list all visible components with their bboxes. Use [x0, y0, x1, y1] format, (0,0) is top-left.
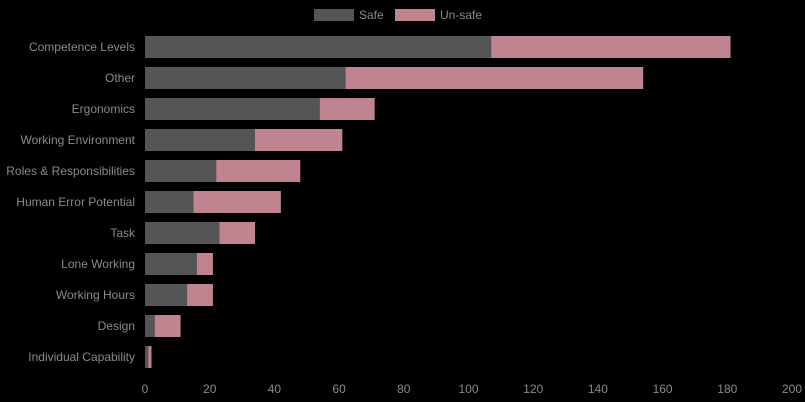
bar-unsafe-4[interactable] — [216, 160, 301, 182]
chart-legend: Safe Un-safe — [314, 8, 482, 22]
category-label: Design — [98, 319, 135, 333]
x-tick-label: 40 — [268, 382, 282, 396]
bar-unsafe-5[interactable] — [193, 191, 281, 213]
x-tick-label: 100 — [458, 382, 478, 396]
category-label: Competence Levels — [29, 40, 135, 54]
legend-label-unsafe[interactable]: Un-safe — [440, 8, 482, 22]
bar-unsafe-2[interactable] — [319, 98, 375, 120]
category-label: Task — [110, 226, 136, 240]
x-tick-label: 200 — [782, 382, 802, 396]
bar-safe-8[interactable] — [145, 284, 188, 306]
bar-safe-0[interactable] — [145, 36, 492, 58]
category-label: Individual Capability — [28, 350, 135, 364]
bar-safe-4[interactable] — [145, 160, 217, 182]
bar-safe-7[interactable] — [145, 253, 197, 275]
bar-safe-10[interactable] — [145, 346, 149, 368]
x-tick-label: 20 — [203, 382, 217, 396]
bar-safe-6[interactable] — [145, 222, 220, 244]
bar-unsafe-10[interactable] — [148, 346, 152, 368]
x-tick-label: 160 — [653, 382, 673, 396]
bar-safe-3[interactable] — [145, 129, 255, 151]
legend-label-safe[interactable]: Safe — [359, 8, 384, 22]
bar-unsafe-6[interactable] — [219, 222, 255, 244]
category-label: Ergonomics — [72, 102, 135, 116]
x-tick-label: 80 — [397, 382, 411, 396]
bar-unsafe-3[interactable] — [254, 129, 343, 151]
category-label: Working Environment — [21, 133, 136, 147]
x-tick-label: 140 — [588, 382, 608, 396]
legend-swatch-safe[interactable] — [314, 9, 354, 21]
x-tick-label: 120 — [523, 382, 543, 396]
x-tick-label: 180 — [717, 382, 737, 396]
y-axis-labels: Competence Levels Other Ergonomics Working … — [6, 40, 136, 364]
bar-safe-2[interactable] — [145, 98, 320, 120]
bar-safe-1[interactable] — [145, 67, 346, 89]
bar-unsafe-0[interactable] — [491, 36, 731, 58]
bar-unsafe-1[interactable] — [345, 67, 644, 89]
category-label: Other — [105, 71, 135, 85]
x-tick-label: 60 — [332, 382, 346, 396]
bar-safe-5[interactable] — [145, 191, 194, 213]
bar-unsafe-9[interactable] — [154, 315, 181, 337]
x-tick-label: 0 — [142, 382, 149, 396]
bar-safe-9[interactable] — [145, 315, 155, 337]
category-label: Lone Working — [61, 257, 135, 271]
category-label: Working Hours — [56, 288, 135, 302]
x-axis-ticks: 0 20 40 60 80 100 120 140 160 180 200 — [142, 382, 803, 396]
category-label: Roles & Responsibilities — [6, 164, 135, 178]
bar-area — [145, 36, 731, 368]
category-label: Human Error Potential — [16, 195, 135, 209]
bar-unsafe-8[interactable] — [187, 284, 213, 306]
bar-unsafe-7[interactable] — [196, 253, 213, 275]
legend-swatch-unsafe[interactable] — [395, 9, 435, 21]
